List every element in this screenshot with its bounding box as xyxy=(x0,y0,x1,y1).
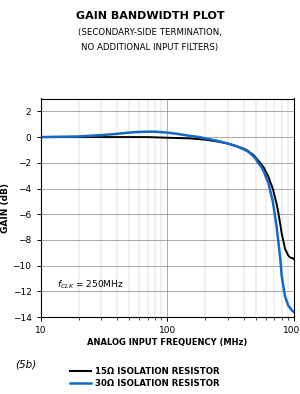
Text: (SECONDARY-SIDE TERMINATION,: (SECONDARY-SIDE TERMINATION, xyxy=(78,28,222,37)
Y-axis label: GAIN (dB): GAIN (dB) xyxy=(1,183,10,233)
Text: NO ADDITIONAL INPUT FILTERS): NO ADDITIONAL INPUT FILTERS) xyxy=(81,43,219,52)
Text: $f_{CLK}$ = 250MHz: $f_{CLK}$ = 250MHz xyxy=(57,279,124,291)
Text: GAIN BANDWIDTH PLOT: GAIN BANDWIDTH PLOT xyxy=(76,11,224,21)
Legend: 15Ω ISOLATION RESISTOR, 30Ω ISOLATION RESISTOR: 15Ω ISOLATION RESISTOR, 30Ω ISOLATION RE… xyxy=(70,367,220,388)
Text: (5b): (5b) xyxy=(15,359,36,370)
X-axis label: ANALOG INPUT FREQUENCY (MHz): ANALOG INPUT FREQUENCY (MHz) xyxy=(87,338,247,347)
